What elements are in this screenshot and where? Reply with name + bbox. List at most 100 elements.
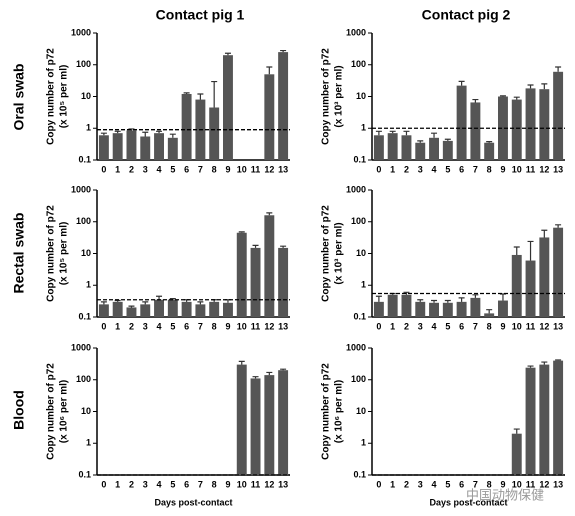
y-tick-label: 1000 [346,184,366,194]
row-label: Oral swab [11,64,27,131]
error-bar [224,52,231,56]
column-title: Contact pig 2 [422,7,511,23]
x-tick-label: 5 [170,479,175,489]
x-tick-label: 0 [376,479,381,489]
x-tick-label: 13 [278,479,288,489]
error-bar [472,294,479,298]
error-bar [486,140,493,143]
error-bar [252,376,259,379]
y-axis-label: Copy number of p72 [46,205,57,302]
x-tick-label: 13 [553,321,563,331]
bar [387,294,398,317]
bar [112,301,123,317]
y-tick-label: 10 [356,91,366,101]
error-bar [266,212,273,216]
bar [140,304,151,317]
error-bar [156,130,163,134]
error-bar [142,301,149,305]
error-bar [100,132,107,136]
y-tick-label: 0.1 [78,311,91,321]
x-tick-label: 12 [539,164,549,174]
x-tick-label: 12 [264,321,274,331]
bar [209,301,220,317]
bar [140,136,151,160]
error-bar [431,132,438,138]
y-tick-label: 10 [356,406,366,416]
x-tick-label: 8 [487,164,492,174]
error-bar [183,92,190,94]
error-bar [280,49,287,53]
bar [373,301,384,317]
error-bar [472,98,479,103]
x-tick-label: 0 [101,164,106,174]
x-tick-label: 10 [237,321,247,331]
error-bar [527,84,534,89]
x-tick-label: 8 [212,479,217,489]
x-tick-label: 2 [129,164,134,174]
bar [553,360,564,475]
x-tick-label: 12 [264,164,274,174]
bar [236,232,247,317]
x-tick-label: 7 [198,164,203,174]
row-label: Blood [11,390,27,430]
x-tick-label: 1 [390,479,395,489]
x-tick-label: 13 [278,164,288,174]
bar [126,130,137,160]
y-tick-label: 1 [361,280,366,290]
y-axis-label: Copy number of p72 [46,48,57,145]
error-bar [499,293,506,301]
bar [181,301,192,317]
bar [470,102,481,160]
y-tick-label: 1 [361,123,366,133]
bar [525,367,536,475]
y-tick-label: 1000 [71,27,91,37]
bar [442,302,453,317]
y-tick-label: 1 [361,438,366,448]
x-tick-label: 6 [184,479,189,489]
x-tick-label: 12 [264,479,274,489]
bar [167,299,178,317]
error-bar [513,428,520,434]
x-tick-label: 11 [251,164,261,174]
error-bar [375,295,382,302]
bar [223,55,233,160]
x-tick-label: 10 [512,321,522,331]
bar [539,237,550,317]
watermark: 中国动物保健 [466,487,544,502]
error-bar [197,301,204,305]
bar [278,52,289,161]
x-tick-label: 8 [487,479,492,489]
x-tick-label: 5 [445,479,450,489]
x-tick-label: 3 [418,164,423,174]
x-tick-label: 8 [212,164,217,174]
bar [264,215,275,317]
y-tick-label: 100 [351,59,366,69]
error-bar [266,371,273,376]
y-tick-label: 10 [356,248,366,258]
error-bar [142,131,149,137]
y-axis-label: (x 10³ per ml) [334,65,345,127]
x-tick-label: 10 [512,479,522,489]
x-tick-label: 6 [184,321,189,331]
x-tick-label: 6 [459,479,464,489]
error-bar [431,299,438,303]
x-tick-label: 13 [278,321,288,331]
x-tick-label: 11 [526,479,536,489]
error-bar [114,299,121,302]
y-tick-label: 1000 [346,342,366,352]
bar [429,302,439,317]
error-bar [403,130,410,136]
bar [223,302,233,317]
bar [250,378,261,475]
x-tick-label: 7 [473,479,478,489]
bar [415,301,426,317]
x-tick-label: 12 [539,479,549,489]
bar [498,300,508,317]
x-tick-label: 7 [198,321,203,331]
error-bar [541,229,548,238]
x-tick-label: 1 [390,321,395,331]
y-tick-label: 100 [351,216,366,226]
bar [236,364,247,475]
x-tick-label: 1 [115,321,120,331]
